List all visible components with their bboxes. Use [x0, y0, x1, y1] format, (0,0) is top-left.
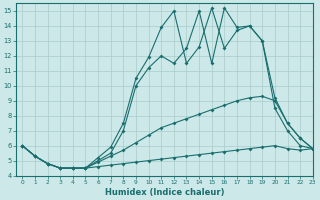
- X-axis label: Humidex (Indice chaleur): Humidex (Indice chaleur): [105, 188, 224, 197]
